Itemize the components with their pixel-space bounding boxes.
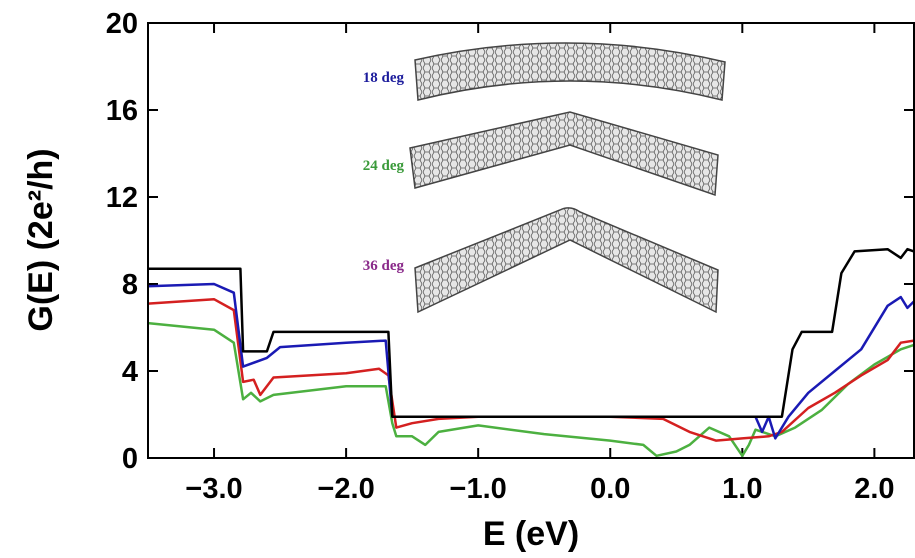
x-tick-label: 1.0	[722, 473, 762, 505]
y-tick-label: 16	[106, 95, 138, 127]
y-tick-label: 12	[106, 182, 138, 214]
nanotube-36	[415, 208, 718, 312]
y-tick-label: 8	[122, 269, 138, 301]
x-tick-label: −2.0	[317, 473, 374, 505]
chart: E (eV) G(E) (2e²/h) 0 4 8 12 16 20 −3.0 −2.0 −1.…	[0, 0, 915, 558]
annotation: 24 deg	[363, 158, 405, 174]
nanotube-24	[410, 112, 718, 195]
annotation: 36 deg	[363, 258, 405, 274]
x-tick-label: −1.0	[450, 473, 507, 505]
x-tick-label: 2.0	[854, 473, 894, 505]
y-tick-label: 0	[122, 443, 138, 475]
x-axis-label: E (eV)	[483, 515, 579, 553]
x-tick-label: −3.0	[185, 473, 242, 505]
x-tick-label: 0.0	[590, 473, 630, 505]
y-tick-label: 4	[122, 356, 138, 388]
annotation: 18 deg	[363, 70, 405, 86]
nanotube-18	[415, 43, 725, 100]
data-line	[148, 299, 914, 440]
y-axis-label: G(E) (2e²/h)	[22, 148, 60, 331]
y-tick-label: 20	[106, 8, 138, 40]
nanotube-insets	[410, 43, 725, 312]
